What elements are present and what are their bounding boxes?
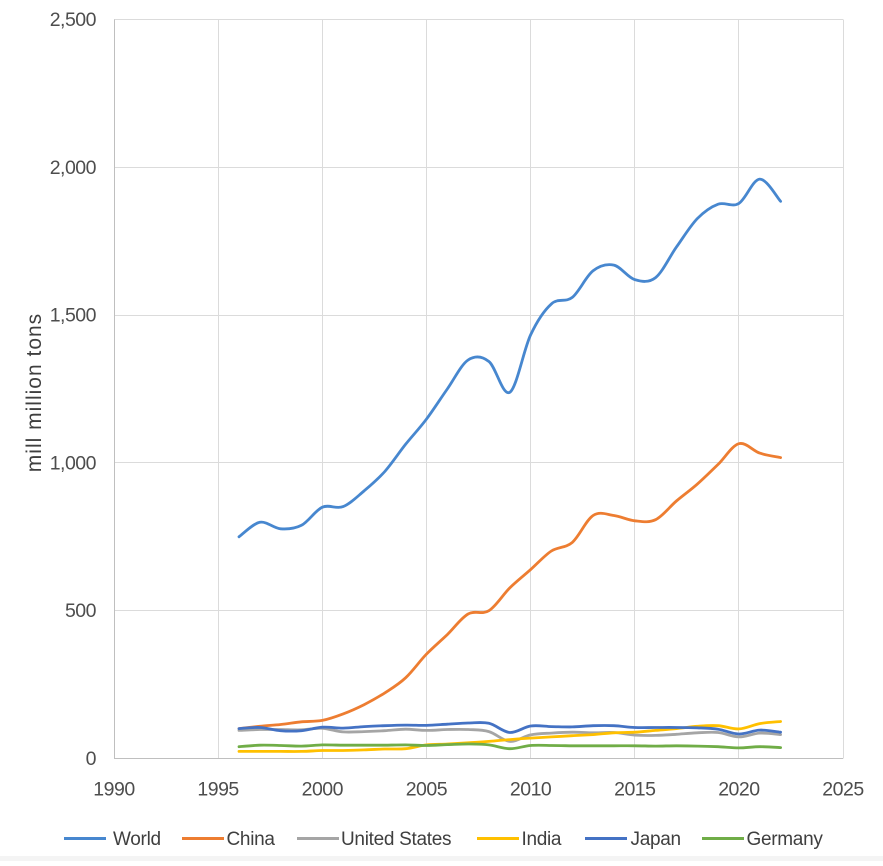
svg-text:mill million tons: mill million tons bbox=[23, 313, 46, 472]
svg-text:1990: 1990 bbox=[93, 779, 135, 801]
svg-text:2,500: 2,500 bbox=[50, 9, 97, 31]
svg-text:1,000: 1,000 bbox=[50, 452, 97, 474]
svg-text:500: 500 bbox=[65, 600, 97, 622]
svg-text:2015: 2015 bbox=[614, 779, 656, 801]
svg-text:1,500: 1,500 bbox=[50, 305, 97, 327]
svg-text:World: World bbox=[113, 829, 161, 850]
svg-text:2025: 2025 bbox=[822, 779, 864, 801]
svg-text:2010: 2010 bbox=[510, 779, 552, 801]
svg-text:United States: United States bbox=[341, 829, 451, 850]
svg-text:Germany: Germany bbox=[747, 829, 824, 850]
svg-text:China: China bbox=[227, 829, 276, 850]
svg-text:2,000: 2,000 bbox=[50, 157, 97, 179]
svg-text:1995: 1995 bbox=[197, 779, 239, 801]
svg-text:Japan: Japan bbox=[631, 829, 681, 850]
svg-text:2000: 2000 bbox=[302, 779, 344, 801]
svg-text:India: India bbox=[522, 829, 562, 850]
svg-text:2005: 2005 bbox=[406, 779, 448, 801]
svg-text:0: 0 bbox=[86, 748, 97, 770]
svg-text:2020: 2020 bbox=[718, 779, 760, 801]
